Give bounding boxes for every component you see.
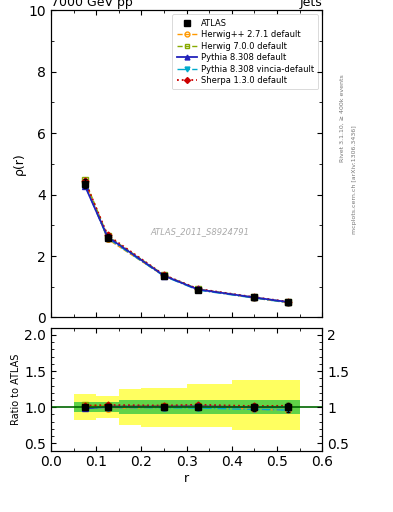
Text: ATLAS_2011_S8924791: ATLAS_2011_S8924791 bbox=[151, 227, 250, 236]
Text: Rivet 3.1.10, ≥ 400k events: Rivet 3.1.10, ≥ 400k events bbox=[340, 74, 345, 162]
Legend: ATLAS, Herwig++ 2.7.1 default, Herwig 7.0.0 default, Pythia 8.308 default, Pythi: ATLAS, Herwig++ 2.7.1 default, Herwig 7.… bbox=[173, 14, 318, 89]
Text: 7000 GeV pp: 7000 GeV pp bbox=[51, 0, 133, 9]
Y-axis label: ρ(r): ρ(r) bbox=[13, 153, 26, 175]
X-axis label: r: r bbox=[184, 472, 189, 485]
Text: Jets: Jets bbox=[299, 0, 322, 9]
Y-axis label: Ratio to ATLAS: Ratio to ATLAS bbox=[11, 353, 22, 425]
Text: mcplots.cern.ch [arXiv:1306.3436]: mcplots.cern.ch [arXiv:1306.3436] bbox=[352, 125, 357, 233]
